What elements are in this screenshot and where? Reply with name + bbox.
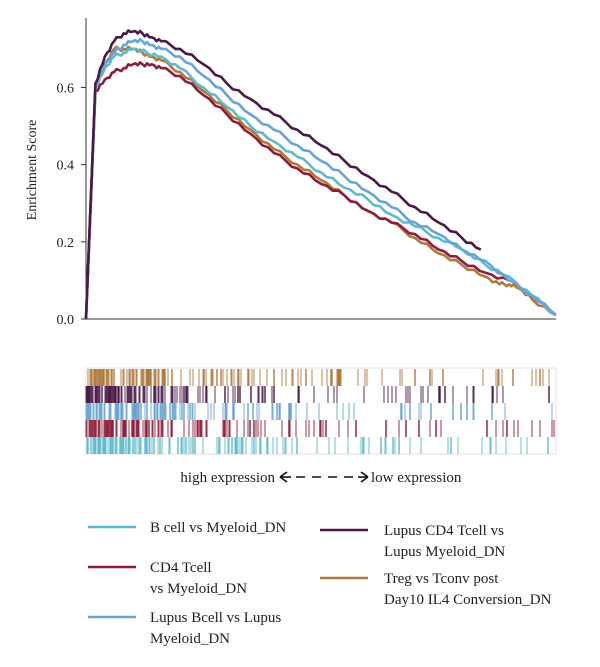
barcode-row-3	[85, 403, 553, 420]
legend-item-b-cell: B cell vs Myeloid_DN	[88, 520, 286, 536]
legend-item-lupus-cd4-tcell: Lupus CD4 Tcell vs Lupus Myeloid_DN	[320, 523, 505, 560]
y-tick-label: 0.6	[57, 81, 75, 96]
series-line-3	[84, 37, 557, 320]
barcode-row-5	[86, 437, 549, 454]
barcode-row-1	[87, 369, 550, 386]
legend-label: CD4 Tcell vs Myeloid_DN	[150, 560, 247, 597]
y-tick-label: 0.0	[57, 313, 75, 328]
expression-axis: high expression low expression	[180, 470, 461, 486]
y-tick-label: 0.2	[57, 236, 75, 251]
series-line-2	[84, 61, 557, 320]
series-lines	[84, 29, 557, 320]
left-arrow-icon	[279, 471, 291, 483]
legend: B cell vs Myeloid_DN CD4 Tcell vs Myeloid…	[88, 520, 552, 647]
barcode-row-2	[85, 386, 550, 403]
right-arrow-icon	[358, 471, 369, 483]
y-tick-label: 0.4	[57, 159, 75, 174]
legend-label: Lupus CD4 Tcell vs Lupus Myeloid_DN	[384, 523, 505, 560]
y-ticks: 0.0 0.2 0.4 0.6	[57, 81, 86, 328]
high-expression-label: high expression	[180, 470, 275, 486]
plot-area: 0.0 0.2 0.4 0.6 Enrichment Score	[25, 18, 557, 328]
y-axis-label: Enrichment Score	[25, 120, 40, 221]
series-line-4	[84, 29, 482, 320]
legend-item-treg: Treg vs Tconv post Day10 IL4 Conversion_D…	[320, 571, 552, 608]
legend-item-lupus-bcell: Lupus Bcell vs Lupus Myeloid_DN	[88, 610, 281, 647]
legend-label: Treg vs Tconv post Day10 IL4 Conversion_D…	[384, 571, 552, 608]
legend-item-cd4-tcell: CD4 Tcell vs Myeloid_DN	[88, 560, 247, 597]
low-expression-label: low expression	[371, 470, 462, 486]
barcode-panel	[85, 367, 557, 455]
legend-label: Lupus Bcell vs Lupus Myeloid_DN	[150, 610, 281, 647]
barcode-row-4	[85, 420, 555, 437]
legend-label: B cell vs Myeloid_DN	[150, 520, 286, 536]
barcode-rows	[85, 369, 555, 454]
